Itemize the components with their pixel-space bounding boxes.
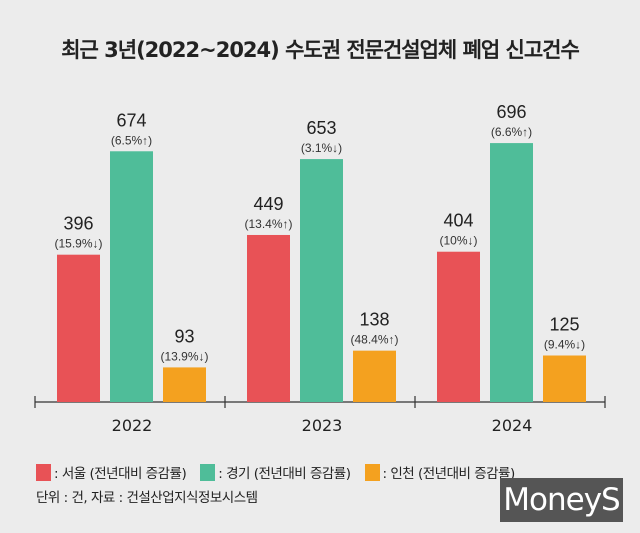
unit-source-note: 단위 : 건, 자료 : 건설산업지식정보시스템 — [36, 490, 258, 506]
bar-서울 — [57, 254, 100, 402]
x-tick-label: 2024 — [492, 416, 533, 435]
change-label: (13.9%↓) — [160, 349, 208, 363]
legend-label-gyeonggi: : 경기 (전년대비 증감률) — [218, 466, 351, 482]
change-label: (13.4%↑) — [244, 217, 292, 231]
bar-경기 — [490, 143, 533, 402]
legend-label-seoul: : 서울 (전년대비 증감률) — [54, 466, 187, 482]
legend-swatch-seoul — [36, 463, 51, 481]
logo: MoneyS — [500, 478, 623, 522]
change-label: (9.4%↓) — [544, 338, 585, 352]
data-label: 696 — [496, 102, 526, 122]
bar-서울 — [437, 251, 480, 402]
legend-label-incheon: : 인천 (전년대비 증감률) — [382, 466, 516, 482]
chart-title: 최근 3년(2022~2024) 수도권 전문건설업체 폐업 신고건수 — [61, 38, 580, 62]
data-label: 449 — [253, 194, 283, 214]
data-label: 653 — [306, 118, 336, 138]
bar-인천 — [353, 350, 396, 402]
change-label: (3.1%↓) — [301, 141, 342, 155]
change-label: (6.5%↑) — [111, 133, 152, 147]
x-tick-label: 2023 — [302, 416, 343, 435]
data-label: 125 — [549, 315, 579, 335]
change-label: (15.9%↓) — [54, 237, 102, 251]
change-label: (10%↓) — [439, 234, 477, 248]
bar-인천 — [543, 355, 586, 402]
change-label: (6.6%↑) — [491, 125, 532, 139]
change-label: (48.4%↑) — [350, 333, 398, 347]
legend-swatch-gyeonggi — [200, 463, 216, 481]
bar-경기 — [110, 151, 153, 402]
legend: : 서울 (전년대비 증감률) : 경기 (전년대비 증감률) : 인천 (전년… — [36, 462, 515, 482]
data-label: 404 — [443, 211, 473, 231]
data-label: 396 — [63, 214, 93, 234]
data-label: 674 — [116, 110, 146, 130]
legend-swatch-incheon — [364, 463, 380, 481]
x-tick-label: 2022 — [112, 416, 153, 435]
bar-인천 — [163, 367, 206, 402]
data-label: 93 — [174, 326, 194, 346]
bar-서울 — [247, 234, 290, 402]
bar-경기 — [300, 159, 343, 402]
data-label: 138 — [359, 310, 389, 330]
